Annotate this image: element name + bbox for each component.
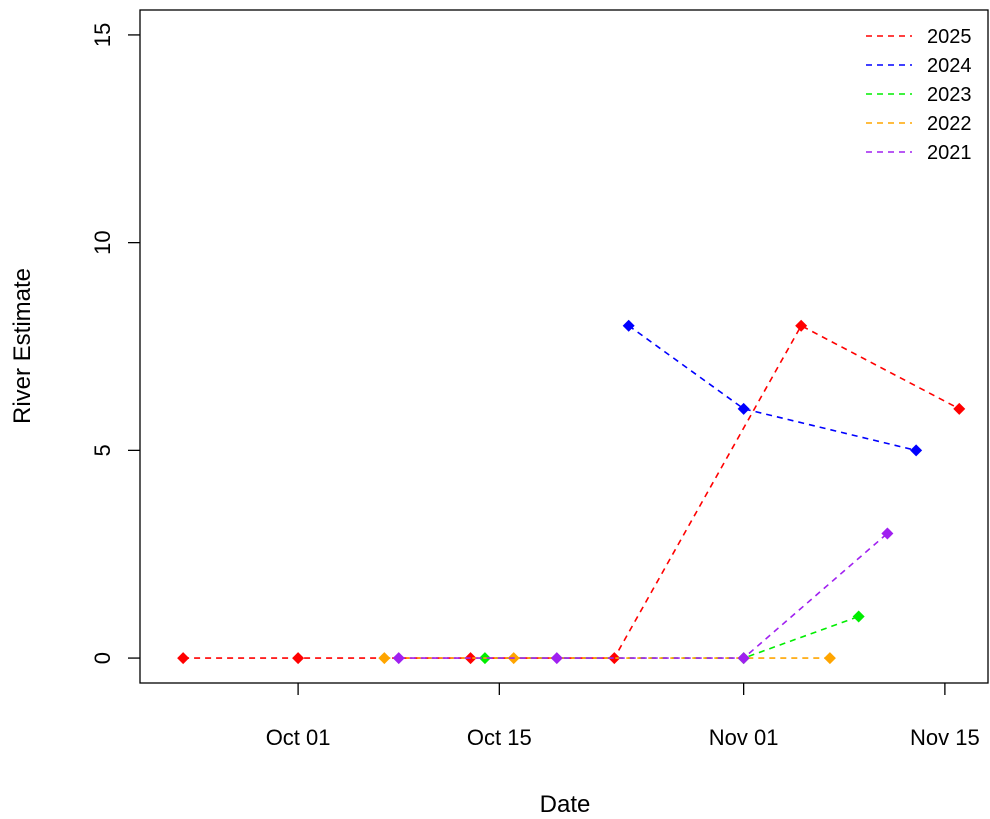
data-point xyxy=(881,527,894,540)
x-axis: Oct 01 Oct 15 Nov 01 Nov 15 xyxy=(266,683,980,750)
data-point xyxy=(737,402,750,415)
data-point xyxy=(622,319,635,332)
y-tick-label: 10 xyxy=(90,230,115,254)
data-point xyxy=(823,652,836,665)
x-tick-label: Nov 15 xyxy=(910,725,980,750)
data-point xyxy=(910,444,923,457)
data-point xyxy=(953,402,966,415)
data-point xyxy=(378,652,391,665)
data-point xyxy=(737,652,750,665)
legend-label: 2023 xyxy=(927,84,972,106)
series-line xyxy=(484,615,859,659)
series-2024 xyxy=(622,319,923,457)
legend-label: 2021 xyxy=(927,142,972,164)
plot-frame xyxy=(139,9,989,684)
legend: 2025 2024 2023 2022 2021 xyxy=(866,26,972,164)
data-point xyxy=(392,652,405,665)
data-point xyxy=(292,652,305,665)
y-axis: 0 5 10 15 xyxy=(90,23,140,664)
series-2021 xyxy=(392,527,894,665)
data-point xyxy=(795,319,808,332)
data-point xyxy=(852,610,865,623)
legend-item: 2021 xyxy=(866,142,972,164)
series-2025 xyxy=(177,319,966,665)
series-2023 xyxy=(478,610,865,665)
x-tick-label: Nov 01 xyxy=(709,725,779,750)
y-tick-label: 5 xyxy=(90,444,115,456)
y-tick-label: 0 xyxy=(90,652,115,664)
x-axis-title: Date xyxy=(540,791,591,818)
y-tick-label: 15 xyxy=(90,23,115,47)
series-line xyxy=(628,325,917,452)
legend-item: 2023 xyxy=(866,84,972,106)
series-line xyxy=(398,532,888,659)
legend-label: 2022 xyxy=(927,113,972,135)
y-axis-title: River Estimate xyxy=(9,268,36,424)
legend-item: 2022 xyxy=(866,113,972,135)
series-line xyxy=(183,324,960,659)
legend-label: 2024 xyxy=(927,55,972,77)
data-point xyxy=(550,652,563,665)
series-layer xyxy=(177,319,966,665)
data-point xyxy=(177,652,190,665)
legend-label: 2025 xyxy=(927,26,972,48)
x-tick-label: Oct 01 xyxy=(266,725,331,750)
x-tick-label: Oct 15 xyxy=(467,725,532,750)
legend-item: 2025 xyxy=(866,26,972,48)
data-point xyxy=(608,652,621,665)
legend-item: 2024 xyxy=(866,55,972,77)
